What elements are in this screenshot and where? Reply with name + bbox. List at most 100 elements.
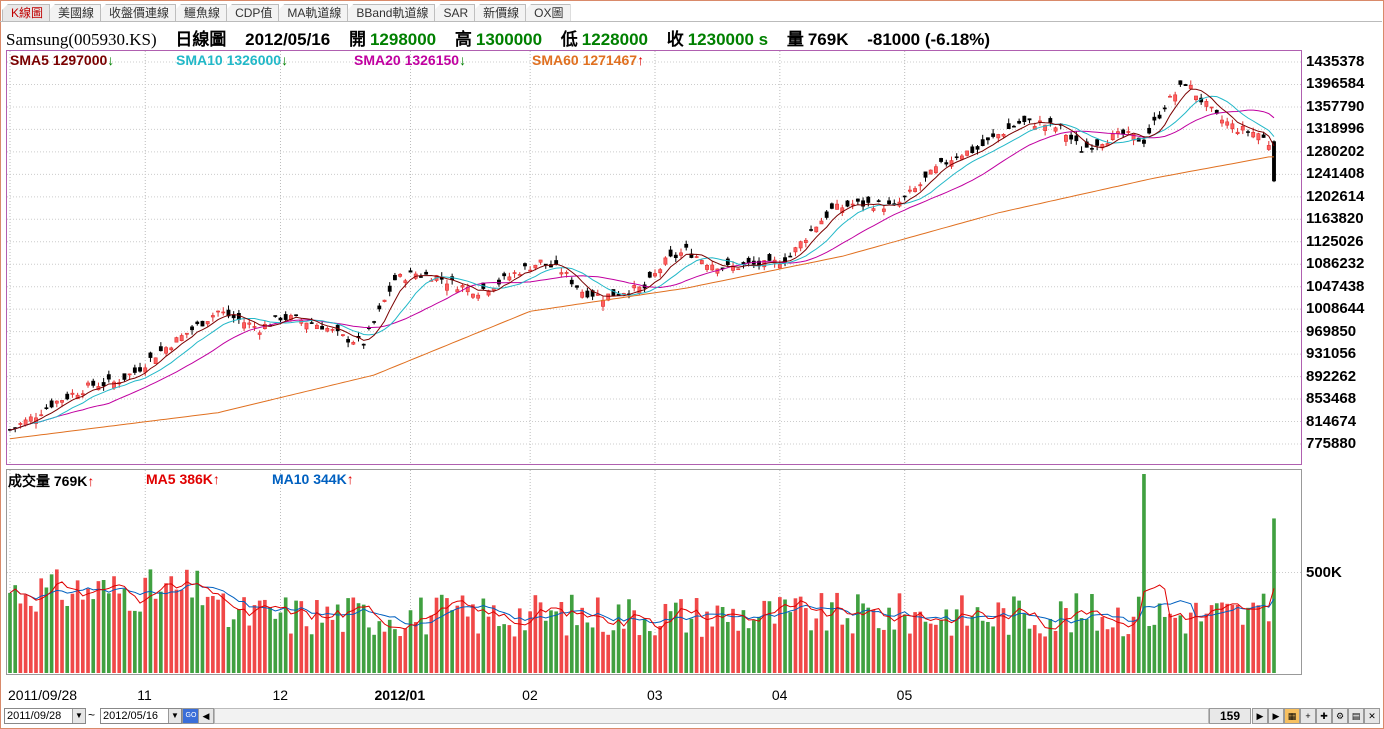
arrow-down-icon: ↓ [459,52,467,68]
candle-body [855,198,860,202]
chevron-down-icon[interactable]: ▼ [72,709,85,723]
scroll-left-button[interactable]: ◀ [198,708,214,724]
candle-body [1006,123,1011,130]
bottom-toolbar: 2011/09/28 ▼ ~ 2012/05/16 ▼ GO ◀ 159 ▶ ▶… [0,706,1382,726]
tab-5[interactable]: MA軌道線 [278,4,349,21]
candle-body [190,326,194,331]
candle-body [236,313,241,320]
y-tick-label: 853468 [1306,390,1357,408]
zoom-in-icon[interactable]: + [1300,708,1316,724]
candle-body [788,255,793,258]
volume-bar [49,574,54,673]
volume-bar [928,623,933,673]
candle-body [1090,148,1094,150]
symbol-label: Samsung(005930.KS) [6,30,157,49]
candle-body [1266,145,1271,150]
volume-bar [18,603,23,673]
tab-6[interactable]: BBand軌道線 [347,4,436,21]
tab-divider [0,21,1382,22]
candle-body [283,314,288,320]
legend-label: MA10 344K [272,471,347,487]
tab-9[interactable]: OX圖 [525,4,571,21]
print-icon[interactable]: ▤ [1348,708,1364,724]
volume-bar [814,618,819,673]
candle-body [1121,129,1126,135]
volume-bar [1017,600,1021,673]
volume-bar [564,635,569,673]
candle-body [673,254,678,258]
candle-body [512,272,517,274]
candle-body [1173,94,1178,102]
candle-body [340,334,345,336]
candle-body [876,200,881,202]
tab-1[interactable]: 美國線 [49,4,102,21]
quote-date: 2012/05/16 [245,30,331,49]
chevron-down-icon[interactable]: ▼ [168,709,181,723]
volume-bar [611,630,616,673]
scrollbar-track[interactable] [214,708,1209,724]
tab-7[interactable]: SAR [434,4,476,21]
volume-bar [419,597,423,673]
candle-body [179,335,184,342]
candle-body [387,285,392,292]
candle-body [824,211,829,218]
low-label: 低 [560,30,578,49]
close-icon[interactable]: ✕ [1364,708,1380,724]
candle-body [278,317,283,321]
candle-body [777,264,782,269]
calendar-icon[interactable]: ▦ [1284,708,1300,724]
volume-bar [658,626,663,673]
candle-body [153,357,158,364]
candle-body [684,243,689,248]
legend-label: 成交量 769K [8,473,88,489]
volume-bar [335,604,340,673]
volume-bar [96,581,101,673]
candle-body [195,321,200,325]
settings-icon[interactable]: ⚙ [1332,708,1348,724]
volume-bar [543,620,548,673]
volume-bar [960,595,964,673]
y-tick-label: 969850 [1306,322,1357,340]
bar-count-field[interactable]: 159 [1209,708,1251,724]
candle-body [923,171,928,178]
candle-body [907,189,912,192]
price-panel[interactable] [6,50,1302,465]
scroll-end-button[interactable]: ▶ [1268,708,1284,724]
tab-0[interactable]: K線圖 [2,4,51,21]
arrow-up-icon: ↑ [637,52,645,68]
end-date-select[interactable]: 2012/05/16 ▼ [100,708,182,724]
candle-body [247,322,252,325]
candle-body [616,293,621,296]
candle-body [502,273,507,277]
candle-body [746,257,751,264]
candle-body [1069,134,1074,140]
volume-bar [954,609,959,673]
volume-bar [970,616,975,673]
scroll-right-button[interactable]: ▶ [1252,708,1268,724]
candle-body [881,208,886,212]
volume-bar [226,627,231,673]
candle-body [497,279,501,285]
candle-body [408,270,413,273]
tab-2[interactable]: 收盤價連線 [100,4,177,21]
crosshair-icon[interactable]: ✚ [1316,708,1332,724]
volume-bar [1199,621,1203,673]
volume-bar [60,599,64,673]
volume-panel[interactable] [6,469,1302,675]
volume-bar [1084,619,1089,673]
candle-body [1251,132,1256,138]
candle-body [1095,139,1100,146]
candle-body [985,137,990,141]
start-date-select[interactable]: 2011/09/28 ▼ [4,708,86,724]
candle-body [528,269,533,272]
volume-bar [491,605,496,673]
candle-body [106,374,111,380]
candle-body [840,207,845,213]
volume-bar [133,610,137,673]
tab-8[interactable]: 新價線 [474,4,527,21]
x-tick-label: 2011/09/28 [8,687,78,703]
volume-bar [845,618,850,673]
volume-bar [663,603,668,673]
tab-4[interactable]: CDP值 [226,4,280,21]
